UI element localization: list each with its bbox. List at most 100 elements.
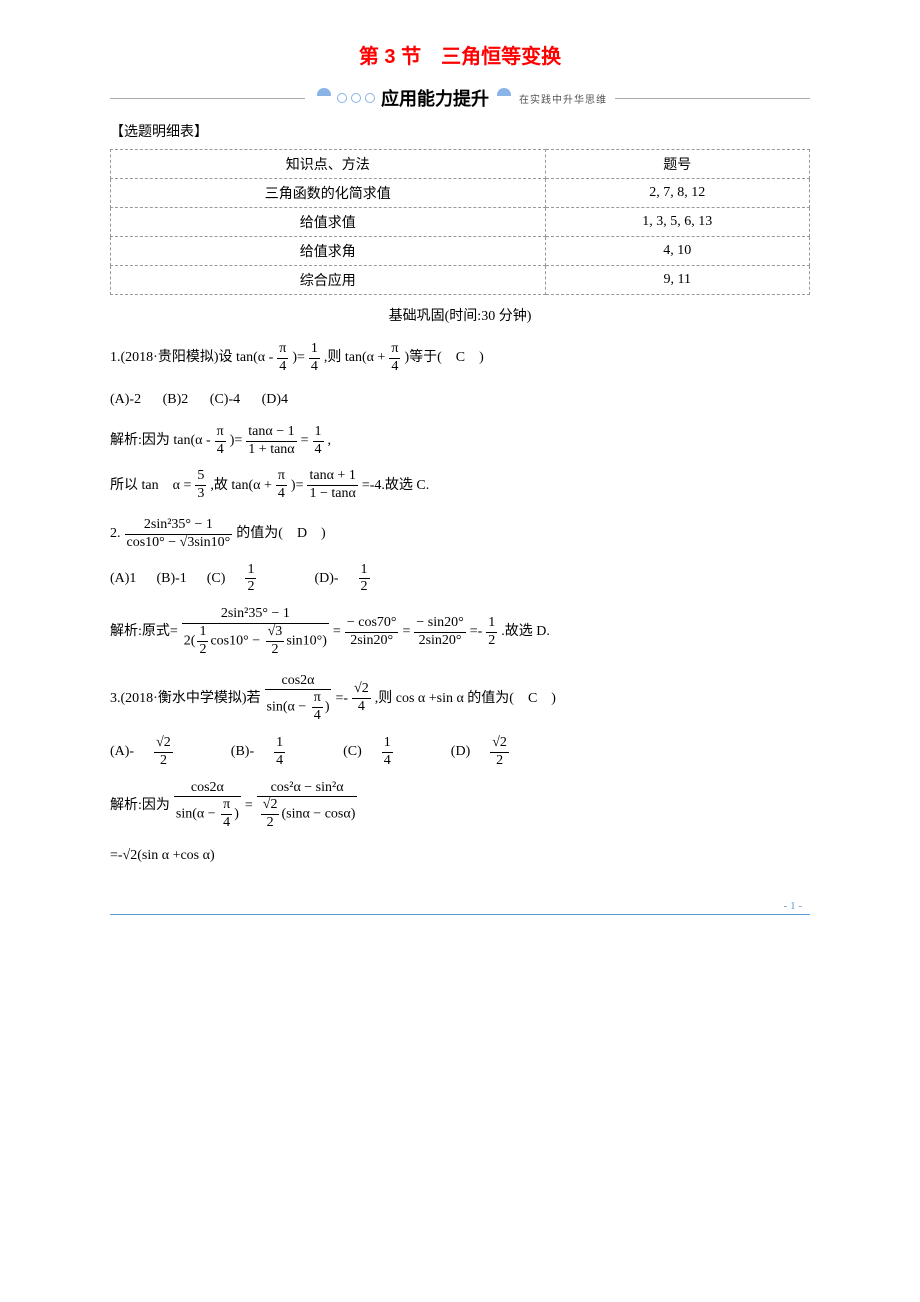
fraction: √32 bbox=[264, 624, 287, 659]
fraction: √22 bbox=[488, 735, 529, 770]
choice: (C)12 bbox=[207, 562, 295, 597]
text: 1.(2018·贵阳模拟)设 tan(α - bbox=[110, 344, 273, 372]
q3-sol-line1: 解析:因为 cos2α sin(α − π4) = cos²α − sin²α … bbox=[110, 780, 810, 832]
banner-main-text: 应用能力提升 bbox=[377, 85, 493, 111]
sub-heading: 基础巩固(时间:30 分钟) bbox=[110, 305, 810, 325]
fraction: 14 bbox=[311, 424, 326, 459]
text: .故选 D. bbox=[501, 618, 550, 646]
text: = bbox=[333, 618, 341, 646]
fraction: − sin20°2sin20° bbox=[412, 615, 467, 650]
choice: (B)-14 bbox=[231, 735, 323, 770]
table-row: 给值求值 1, 3, 5, 6, 13 bbox=[111, 208, 810, 237]
q1-stem: 1.(2018·贵阳模拟)设 tan(α - π4 )= 14 ,则 tan(α… bbox=[110, 341, 810, 376]
table-cell: 1, 3, 5, 6, 13 bbox=[545, 208, 809, 237]
text: ,则 cos α +sin α 的值为( C ) bbox=[375, 685, 556, 713]
text: 解析:因为 bbox=[110, 792, 170, 820]
text: 解析:原式= bbox=[110, 618, 178, 646]
fraction: 12 bbox=[195, 624, 210, 659]
table-row: 知识点、方法 题号 bbox=[111, 150, 810, 179]
q3-sol-line2: =-√2(sin α +cos α) bbox=[110, 842, 810, 870]
table-cell: 综合应用 bbox=[111, 266, 546, 295]
fraction: √22 bbox=[259, 797, 282, 832]
circle-icon bbox=[337, 93, 347, 103]
text: 3.(2018·衡水中学模拟)若 bbox=[110, 685, 261, 713]
table-header: 知识点、方法 bbox=[111, 150, 546, 179]
fraction: √22 bbox=[152, 735, 193, 770]
section-title: 第 3 节 三角恒等变换 bbox=[110, 40, 810, 69]
cloud-icon bbox=[497, 88, 511, 96]
q1-sol-line2: 所以 tan α = 53 ,故 tan(α + π4 )= tanα + 11… bbox=[110, 468, 810, 503]
text: 的值为( D ) bbox=[236, 520, 325, 548]
choice: (A)1 bbox=[110, 565, 136, 593]
banner-center: 应用能力提升 在实践中升华思维 bbox=[305, 85, 615, 111]
fraction: √24 bbox=[350, 681, 373, 716]
table-cell: 三角函数的化简求值 bbox=[111, 179, 546, 208]
q2-choices: (A)1 (B)-1 (C)12 (D)-12 bbox=[110, 562, 810, 597]
q3-stem: 3.(2018·衡水中学模拟)若 cos2α sin(α − π4) =- √2… bbox=[110, 673, 810, 725]
fraction: cos2α sin(α − π4) bbox=[263, 673, 334, 725]
text: )= bbox=[230, 427, 243, 455]
fraction: − cos70°2sin20° bbox=[343, 615, 401, 650]
table-cell: 给值求角 bbox=[111, 237, 546, 266]
table-cell: 2, 7, 8, 12 bbox=[545, 179, 809, 208]
fraction: π4 bbox=[275, 341, 290, 376]
text: )= bbox=[291, 472, 304, 500]
table-row: 综合应用 9, 11 bbox=[111, 266, 810, 295]
q2-sol: 解析:原式= 2sin²35° − 1 2(12cos10° − √32sin1… bbox=[110, 606, 810, 658]
fraction: cos2α sin(α − π4) bbox=[172, 780, 243, 832]
fraction: 14 bbox=[380, 735, 413, 770]
text: 2. bbox=[110, 520, 121, 548]
fraction: 12 bbox=[243, 562, 276, 597]
text: )等于( C ) bbox=[404, 344, 483, 372]
text: 所以 tan α = bbox=[110, 472, 191, 500]
denominator: √22(sinα − cosα) bbox=[257, 797, 358, 832]
fraction: π4 bbox=[310, 690, 325, 725]
q1-sol-line1: 解析:因为 tan(α - π4 )= tanα − 11 + tanα = 1… bbox=[110, 424, 810, 459]
choice: (B)-1 bbox=[156, 565, 186, 593]
banner-line-left bbox=[110, 98, 305, 99]
text: ,故 tan(α + bbox=[210, 472, 272, 500]
fraction: tanα − 11 + tanα bbox=[244, 424, 298, 459]
fraction: π4 bbox=[274, 468, 289, 503]
table-row: 三角函数的化简求值 2, 7, 8, 12 bbox=[111, 179, 810, 208]
fraction: cos²α − sin²α √22(sinα − cosα) bbox=[255, 780, 360, 832]
table-cell: 9, 11 bbox=[545, 266, 809, 295]
choice: (A)-√22 bbox=[110, 735, 211, 770]
table-row: 给值求角 4, 10 bbox=[111, 237, 810, 266]
fraction: 12 bbox=[357, 562, 390, 597]
denominator: sin(α − π4) bbox=[174, 797, 241, 832]
problem-3: 3.(2018·衡水中学模拟)若 cos2α sin(α − π4) =- √2… bbox=[110, 673, 810, 870]
text: , bbox=[328, 427, 332, 455]
table-cell: 4, 10 bbox=[545, 237, 809, 266]
denominator: sin(α − π4) bbox=[265, 690, 332, 725]
circle-icon bbox=[351, 93, 361, 103]
fraction: 14 bbox=[272, 735, 305, 770]
text: =- bbox=[470, 618, 483, 646]
text: ,则 tan(α + bbox=[324, 344, 386, 372]
text: =- bbox=[335, 685, 348, 713]
fraction: π4 bbox=[387, 341, 402, 376]
circle-icon bbox=[365, 93, 375, 103]
problem-2: 2. 2sin²35° − 1 cos10° − √3sin10° 的值为( D… bbox=[110, 517, 810, 659]
fraction: 2sin²35° − 1 2(12cos10° − √32sin10°) bbox=[180, 606, 331, 658]
table-header: 题号 bbox=[545, 150, 809, 179]
text: =-4.故选 C. bbox=[362, 472, 429, 500]
q2-stem: 2. 2sin²35° − 1 cos10° − √3sin10° 的值为( D… bbox=[110, 517, 810, 552]
fraction: π4 bbox=[213, 424, 228, 459]
banner: 应用能力提升 在实践中升华思维 bbox=[110, 85, 810, 111]
fraction: 12 bbox=[484, 615, 499, 650]
problem-1: 1.(2018·贵阳模拟)设 tan(α - π4 )= 14 ,则 tan(α… bbox=[110, 341, 810, 503]
text: )= bbox=[292, 344, 305, 372]
topic-table: 知识点、方法 题号 三角函数的化简求值 2, 7, 8, 12 给值求值 1, … bbox=[110, 149, 810, 295]
text: = bbox=[301, 427, 309, 455]
choice: (B)2 bbox=[163, 386, 189, 414]
choice: (D)√22 bbox=[451, 735, 547, 770]
choice: (D)4 bbox=[262, 386, 288, 414]
page-number: - 1 - bbox=[110, 900, 810, 915]
banner-line-right bbox=[615, 98, 810, 99]
text: = bbox=[245, 792, 253, 820]
choice: (C)14 bbox=[343, 735, 431, 770]
fraction: 53 bbox=[193, 468, 208, 503]
banner-sub-text: 在实践中升华思维 bbox=[515, 91, 607, 106]
q1-choices: (A)-2 (B)2 (C)-4 (D)4 bbox=[110, 386, 810, 414]
